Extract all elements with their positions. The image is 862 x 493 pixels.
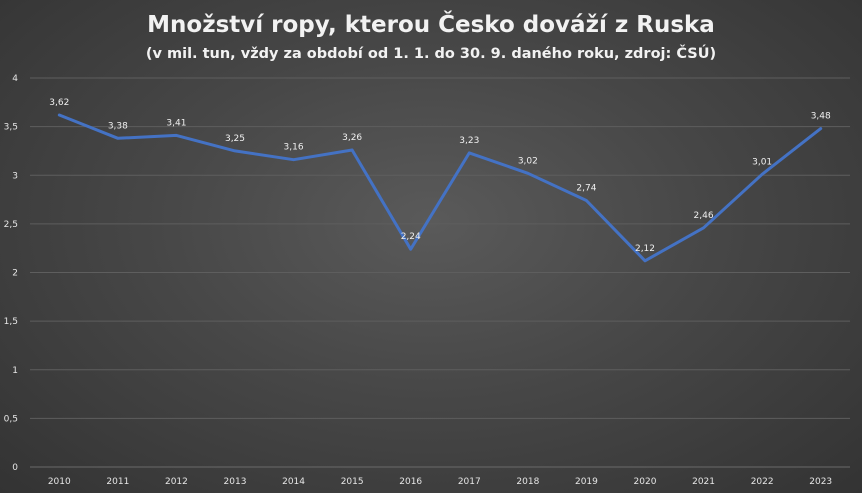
chart-subtitle: (v mil. tun, vždy za období od 1. 1. do … <box>146 44 716 62</box>
data-label: 3,01 <box>752 157 772 167</box>
data-label: 2,24 <box>401 232 421 242</box>
x-axis: 2010 2011 2012 2013 2014 2015 2016 2017 2018 2019… <box>48 477 832 487</box>
y-tick-label: 1,5 <box>4 317 18 327</box>
data-label: 3,48 <box>811 112 831 122</box>
data-label: 3,62 <box>49 98 69 108</box>
series-line <box>57 113 823 263</box>
data-label: 2,74 <box>576 184 596 194</box>
data-labels: 3,62 3,38 3,41 3,25 3,16 3,26 2,24 3,23 3,02 2,74… <box>49 98 831 254</box>
x-tick-label: 2013 <box>224 477 247 487</box>
data-label: 3,02 <box>518 156 538 166</box>
x-tick-label: 2020 <box>634 477 657 487</box>
x-tick-label: 2012 <box>165 477 188 487</box>
data-label: 3,16 <box>284 143 304 153</box>
y-tick-label: 3,5 <box>4 123 18 133</box>
x-tick-label: 2021 <box>692 477 715 487</box>
x-tick-label: 2018 <box>516 477 539 487</box>
gridlines <box>30 77 850 468</box>
series-group <box>57 113 823 263</box>
data-label: 3,26 <box>342 133 362 143</box>
y-tick-label: 0 <box>12 463 18 473</box>
x-tick-label: 2016 <box>399 477 422 487</box>
x-tick-label: 2014 <box>282 477 305 487</box>
y-axis: 0 0,5 1 1,5 2 2,5 3 3,5 4 <box>4 74 19 473</box>
y-tick-label: 4 <box>12 74 18 84</box>
y-tick-label: 0,5 <box>4 414 18 424</box>
y-tick-label: 3 <box>12 171 18 181</box>
x-tick-label: 2022 <box>751 477 774 487</box>
y-tick-label: 1 <box>12 366 18 376</box>
x-tick-label: 2010 <box>48 477 71 487</box>
chart-title: Množství ropy, kterou Česko dováží z Rus… <box>147 10 715 38</box>
y-tick-label: 2,5 <box>4 220 18 230</box>
data-label: 3,41 <box>166 118 186 128</box>
x-tick-label: 2019 <box>575 477 598 487</box>
x-tick-label: 2015 <box>341 477 364 487</box>
data-label: 3,38 <box>108 121 128 131</box>
y-tick-label: 2 <box>12 269 18 279</box>
x-tick-label: 2023 <box>809 477 832 487</box>
data-label: 2,46 <box>694 211 714 221</box>
x-tick-label: 2011 <box>106 477 129 487</box>
data-label: 3,25 <box>225 134 245 144</box>
data-label: 2,12 <box>635 244 655 254</box>
x-tick-label: 2017 <box>458 477 481 487</box>
data-label: 3,23 <box>459 136 479 146</box>
